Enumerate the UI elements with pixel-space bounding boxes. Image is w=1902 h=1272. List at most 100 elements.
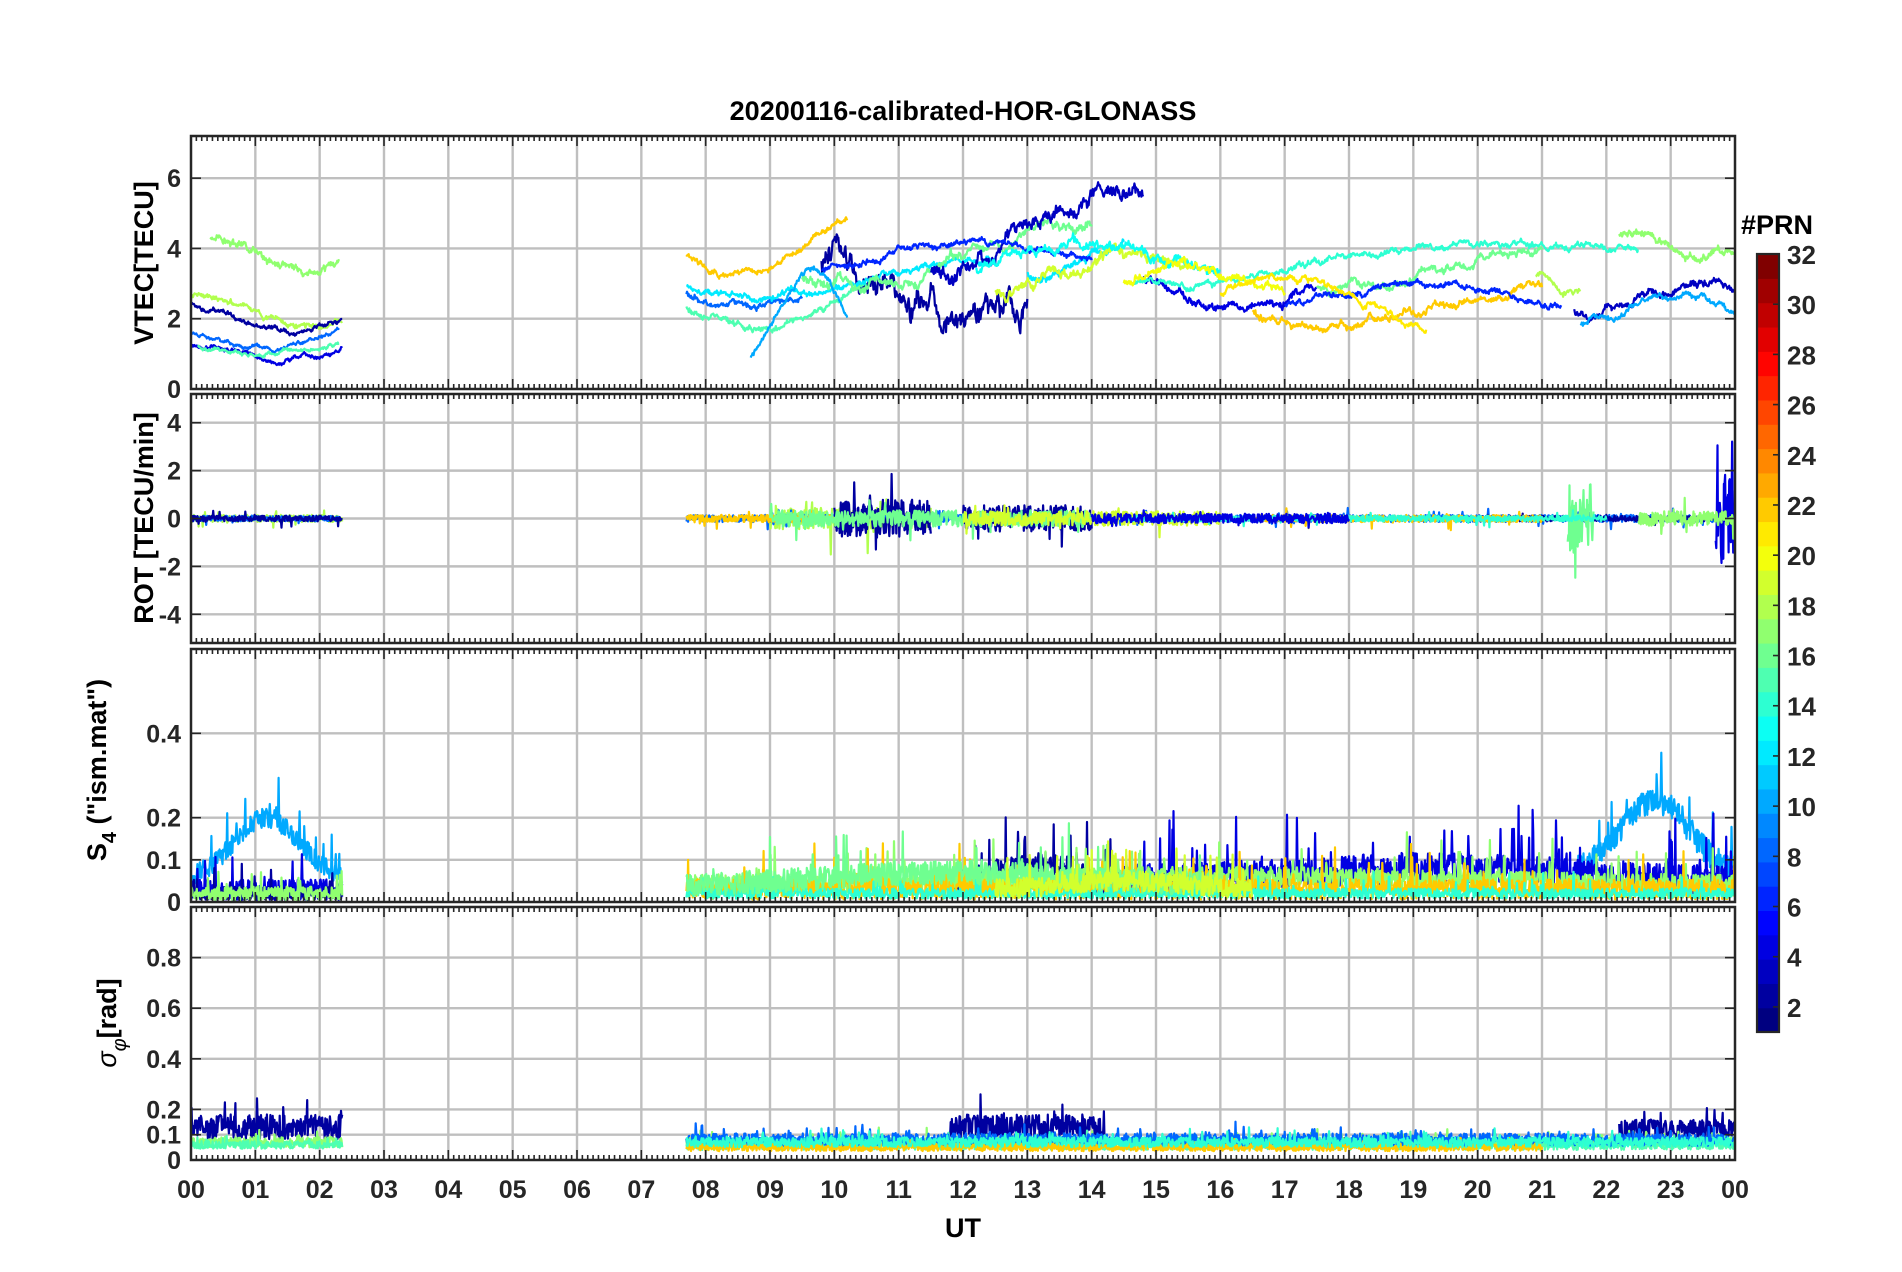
panel-rot: -4 -2 0 2 4 — [159, 392, 1737, 645]
series-line-prn-16 — [801, 215, 1093, 294]
series-line-prn-18 — [1535, 270, 1582, 298]
series-line-prn-2 — [820, 233, 1029, 335]
x-tick-label: 06 — [563, 1176, 591, 1204]
y-tick-label: 4 — [167, 410, 181, 438]
series-line-prn-21 — [1219, 272, 1428, 334]
colorbar-tick-label: 28 — [1787, 340, 1816, 370]
series-line-prn-2 — [191, 1097, 344, 1141]
series-line-prn-4 — [1142, 275, 1318, 313]
x-tick-label: 19 — [1399, 1176, 1427, 1204]
series-line-prn-10 — [1579, 290, 1735, 327]
panel-s4: 0 0.1 0.2 0.4 — [146, 647, 1737, 917]
x-tick-label: 04 — [434, 1176, 462, 1204]
y-tick-label: 0 — [167, 889, 181, 917]
series-line-prn-16 — [768, 499, 1093, 542]
y-axis-label-sigma-phi: σφ[rad] — [92, 978, 131, 1067]
colorbar-swatch — [1757, 497, 1779, 523]
colorbar-swatch — [1757, 643, 1779, 668]
colorbar-frame — [1755, 252, 1781, 1034]
x-tick-label: 03 — [370, 1176, 398, 1204]
colorbar-tick-label: 24 — [1787, 441, 1816, 471]
colorbar-swatch — [1757, 254, 1779, 279]
x-tick-labels: 00 01 02 03 04 05 06 07 08 09 10 11 12 13 14 15 16 17 18 19… — [177, 1176, 1749, 1204]
colorbar-swatch — [1757, 861, 1779, 887]
series-line-prn-3 — [1573, 276, 1735, 324]
y-tick-label: 0.6 — [146, 995, 181, 1023]
colorbar-swatch — [1757, 521, 1779, 547]
series-line-prn-10 — [191, 776, 344, 887]
y-tick-label: 0 — [167, 376, 181, 404]
tick-marks — [190, 136, 1736, 390]
colorbar-tick-label: 30 — [1787, 290, 1816, 320]
colorbar-swatch — [1757, 934, 1779, 960]
y-tick-label: 0 — [167, 1147, 181, 1175]
series-line-prn-20 — [1122, 255, 1286, 296]
x-tick-label: 15 — [1142, 1176, 1170, 1204]
colorbar-swatch — [1757, 326, 1779, 352]
grid-lines — [191, 136, 1735, 389]
series-line-prn-14 — [1129, 237, 1640, 293]
series-line-prn-15 — [196, 341, 340, 359]
colorbar-swatch — [1757, 764, 1779, 790]
x-tick-label: 12 — [949, 1176, 977, 1204]
colorbar-swatch — [1757, 983, 1779, 1009]
series-line-prn-19 — [994, 840, 1254, 900]
tick-marks — [190, 394, 1736, 643]
colorbar-swatch — [1757, 618, 1779, 644]
x-tick-label: 13 — [1013, 1176, 1041, 1204]
y-tick-label: 0.1 — [146, 1122, 181, 1150]
x-tick-label: 22 — [1592, 1176, 1620, 1204]
y-axis-label-rot: ROT [TECU/min] — [129, 412, 159, 623]
colorbar-label: #PRN — [1741, 210, 1813, 240]
panel-sigma-phi: 00.10.2 0.4 0.6 0.8 — [146, 905, 1737, 1175]
y-tick-label: 2 — [167, 458, 181, 486]
x-tick-label: 20 — [1464, 1176, 1492, 1204]
x-tick-label: 09 — [756, 1176, 784, 1204]
colorbar-swatch — [1757, 424, 1779, 450]
colorbar-tick-label: 4 — [1787, 943, 1802, 973]
colorbar-tick-label: 10 — [1787, 792, 1816, 822]
colorbar-swatch — [1757, 910, 1779, 936]
y-tick-label: -4 — [159, 601, 181, 629]
x-tick-label: 00 — [1721, 1176, 1749, 1204]
colorbar-swatch — [1757, 545, 1779, 571]
colorbar-swatch — [1757, 886, 1779, 912]
colorbar-swatch — [1757, 375, 1779, 401]
series-line-prn-3 — [929, 181, 1145, 287]
series-group — [191, 751, 1735, 902]
colorbar-tick-label: 26 — [1787, 391, 1816, 421]
series-group — [191, 440, 1735, 579]
series-line-prn-8 — [685, 290, 804, 312]
y-axis-label-vtec: VTEC[TECU] — [129, 181, 159, 345]
series-line-prn-6 — [820, 235, 1093, 273]
y-tick-label: 0.1 — [146, 847, 181, 875]
y-tick-label: 4 — [167, 235, 181, 263]
grid-lines — [191, 907, 1735, 1160]
colorbar-swatch — [1757, 959, 1779, 984]
colorbar-swatch — [1757, 813, 1779, 839]
y-tick-label: 0.2 — [146, 805, 181, 833]
x-tick-label: 10 — [820, 1176, 848, 1204]
colorbar-swatch — [1757, 302, 1779, 328]
series-line-prn-4 — [1714, 440, 1735, 565]
colorbar-tick-label: 6 — [1787, 893, 1801, 923]
y-tick-label: -2 — [159, 553, 181, 581]
series-line-prn-16 — [1566, 483, 1595, 579]
series-line-prn-22 — [1251, 280, 1544, 334]
x-tick-label: 00 — [177, 1176, 205, 1204]
series-line-prn-16 — [1315, 246, 1544, 298]
x-tick-label: 01 — [241, 1176, 269, 1204]
x-tick-label: 07 — [627, 1176, 655, 1204]
x-tick-label: 16 — [1206, 1176, 1234, 1204]
series-group — [191, 181, 1735, 367]
tick-marks — [190, 649, 1736, 903]
colorbar-tick-label: 8 — [1787, 842, 1801, 872]
series-line-prn-17 — [209, 234, 341, 278]
colorbar-swatch — [1757, 715, 1779, 741]
series-line-prn-15 — [191, 1134, 344, 1150]
colorbar-tick-label: 18 — [1787, 591, 1816, 621]
series-line-prn-17 — [1618, 228, 1735, 264]
series-line-prn-15 — [685, 281, 868, 334]
colorbar-swatch — [1757, 740, 1779, 766]
